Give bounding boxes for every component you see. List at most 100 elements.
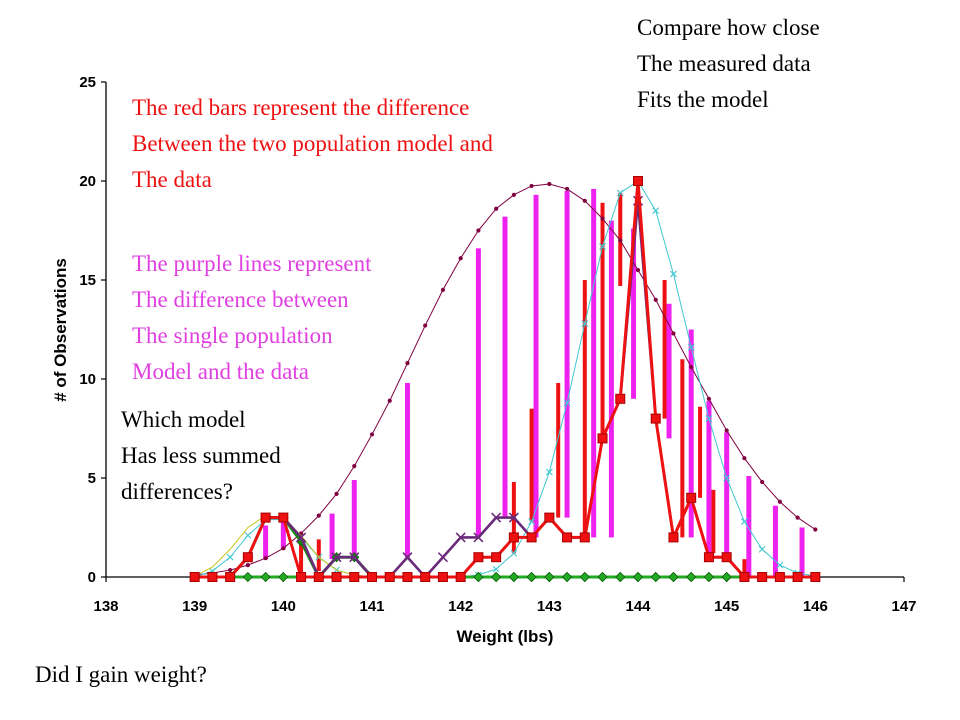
data-point [687, 343, 695, 351]
data-point [491, 552, 502, 563]
annotation-question: Which model Has less summed differences? [121, 402, 281, 510]
difference-bar [475, 248, 481, 538]
data-point [260, 512, 271, 523]
data-point [563, 399, 571, 407]
difference-bar [316, 539, 321, 572]
data-point [369, 432, 375, 437]
data-point [741, 518, 748, 525]
annotation-bottom: Did I gain weight? [35, 657, 207, 693]
difference-bar [711, 489, 716, 554]
difference-bar [724, 432, 730, 558]
y-axis-label: # of Observations [51, 258, 70, 402]
y-tick-label: 0 [88, 569, 96, 586]
data-point [492, 565, 500, 573]
data-point [600, 216, 605, 221]
annotation-top-right: Compare how close The measured data Fits… [637, 10, 820, 118]
annotation-line: Has less summed [121, 443, 281, 468]
data-point [582, 198, 587, 203]
data-point [689, 365, 694, 370]
data-point [742, 456, 747, 461]
annotation-line: The measured data [637, 51, 811, 76]
data-point [810, 572, 821, 582]
annotation-red-bars: The red bars represent the difference Be… [132, 90, 493, 198]
data-point [618, 238, 623, 243]
data-point [225, 572, 236, 582]
data-point [440, 287, 446, 292]
y-tick-label: 15 [79, 272, 96, 289]
difference-bar [529, 408, 534, 522]
data-point [668, 571, 679, 583]
data-point [242, 571, 253, 583]
difference-bar [404, 382, 410, 558]
data-point [758, 545, 766, 553]
data-point [739, 572, 750, 582]
difference-bar [533, 194, 539, 538]
data-point [562, 532, 573, 543]
difference-bar [329, 513, 335, 560]
annotation-line: Which model [121, 407, 246, 432]
data-point [686, 571, 697, 583]
data-point [724, 428, 729, 433]
difference-bar [582, 280, 587, 538]
data-point [723, 474, 731, 482]
data-point [508, 532, 519, 543]
data-point [367, 572, 377, 582]
data-point [352, 464, 357, 469]
data-point [668, 532, 679, 543]
data-point [526, 532, 537, 543]
data-point [706, 396, 712, 401]
data-point [242, 552, 253, 563]
x-tick-label: 146 [803, 598, 828, 615]
data-point [721, 571, 732, 583]
y-tick-label: 20 [79, 173, 96, 190]
data-point [545, 468, 553, 476]
data-point [245, 563, 250, 568]
difference-bar [556, 382, 561, 518]
data-point [615, 571, 626, 583]
data-point [597, 433, 608, 444]
x-tick-label: 138 [93, 598, 118, 615]
data-point [615, 393, 626, 404]
data-point [703, 552, 714, 563]
data-point [760, 479, 765, 485]
data-point [313, 572, 324, 582]
data-point [544, 571, 555, 583]
data-point [473, 571, 484, 583]
difference-bar [688, 329, 694, 538]
data-point [296, 532, 307, 543]
data-point [491, 512, 502, 523]
data-point [402, 572, 413, 582]
data-point [579, 532, 590, 543]
data-point [455, 532, 466, 543]
difference-bar [502, 216, 508, 518]
data-point [547, 181, 552, 187]
data-point [795, 515, 800, 520]
data-point [510, 549, 518, 557]
difference-bar [799, 527, 805, 577]
x-tick-label: 139 [182, 598, 207, 615]
annotation-line: Between the two population model and [132, 131, 493, 156]
difference-bar [772, 505, 778, 577]
difference-bar [662, 280, 667, 419]
data-point [635, 268, 641, 273]
data-point [207, 572, 218, 582]
difference-bar [706, 400, 712, 558]
data-point [686, 492, 697, 503]
data-point [334, 491, 339, 496]
axis-labels: Weight (lbs) # of Observations [51, 258, 553, 646]
data-point [420, 572, 431, 582]
x-tick-label: 141 [359, 598, 384, 615]
annotation-line: Did I gain weight? [35, 662, 207, 687]
data-point [562, 571, 573, 583]
data-point [544, 512, 555, 523]
data-point [670, 270, 677, 278]
annotation-line: Model and the data [132, 359, 309, 384]
data-point [508, 571, 519, 583]
data-point [278, 571, 289, 583]
data-point [331, 552, 342, 563]
data-point [384, 572, 395, 582]
data-point [777, 499, 782, 504]
data-point [226, 553, 234, 561]
data-point [653, 297, 658, 302]
annotation-line: The difference between [132, 287, 349, 312]
